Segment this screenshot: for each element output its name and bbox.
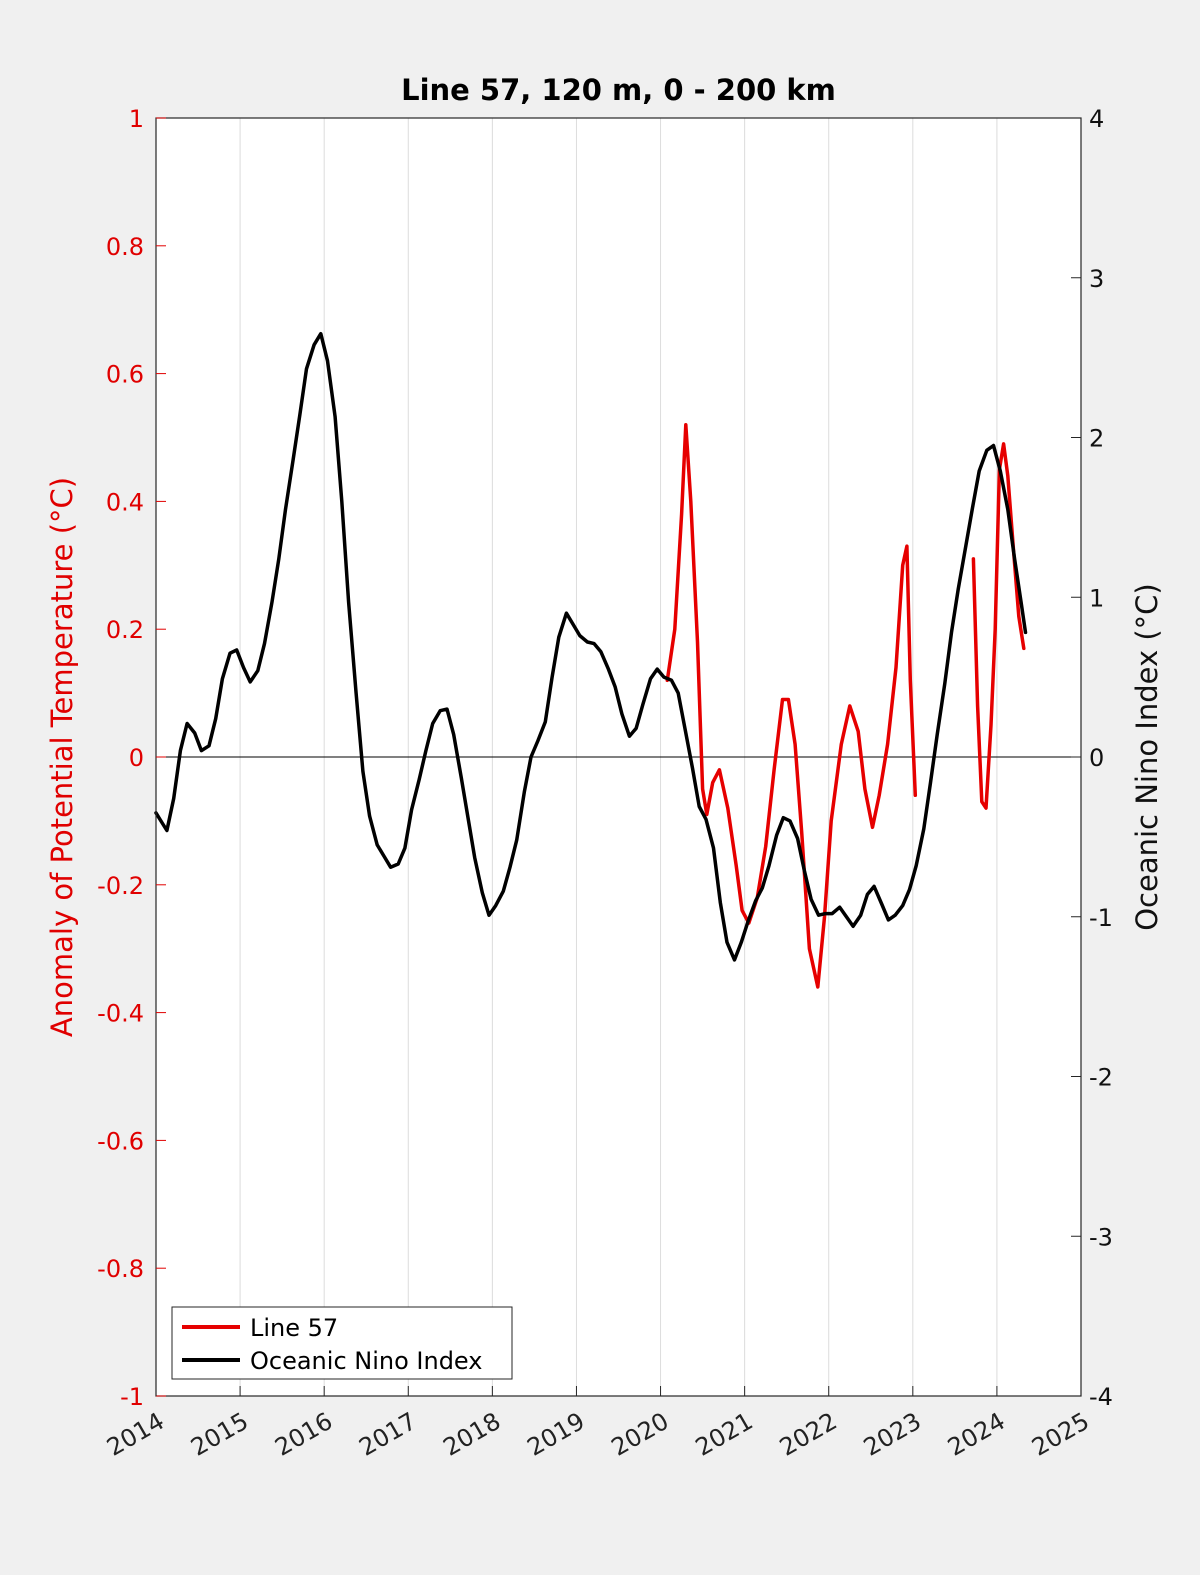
y-left-tick-label: 0.2 [106, 616, 144, 644]
y-right-tick-label: -4 [1089, 1383, 1113, 1411]
y-left-tick-label: 1 [129, 105, 144, 133]
legend-box [171, 1306, 513, 1380]
y-left-tick-label: -0.6 [97, 1127, 144, 1155]
y-right-tick-label: 0 [1089, 744, 1104, 772]
y-axis-left-label: Anomaly of Potential Temperature (°C) [45, 477, 79, 1037]
series-layer [154, 331, 1028, 989]
y-left-tick-label: 0.4 [106, 488, 144, 516]
y-right-tick-label: 1 [1089, 584, 1104, 612]
chart-title: Line 57, 120 m, 0 - 200 km [401, 73, 836, 107]
y-right-tick-label: 3 [1089, 265, 1104, 293]
y-left-tick-label: -0.4 [97, 1000, 144, 1028]
y-right-tick-label: -1 [1089, 904, 1113, 932]
y-right-tick-label: 4 [1089, 105, 1104, 133]
y-right-tick-label: 2 [1089, 425, 1104, 453]
y-right-tick-label: -3 [1089, 1223, 1113, 1251]
y-left-tick-label: 0 [129, 744, 144, 772]
y-left-tick-label: 0.6 [106, 361, 144, 389]
y-left-tick-label: -1 [120, 1383, 144, 1411]
y-axis-right-label: Oceanic Nino Index (°C) [1130, 583, 1164, 931]
y-right-tick-label: -2 [1089, 1064, 1113, 1092]
series-oni-line [154, 331, 1028, 962]
y-left-tick-label: 0.8 [106, 233, 144, 261]
y-left-tick-label: -0.2 [97, 872, 144, 900]
y-left-tick-label: -0.8 [97, 1255, 144, 1283]
series-line57-segment-0 [665, 422, 918, 989]
legend-label-oni: Oceanic Nino Index [250, 1347, 482, 1375]
legend-label-line57: Line 57 [250, 1314, 338, 1342]
legend: Line 57 Oceanic Nino Index [171, 1306, 513, 1380]
